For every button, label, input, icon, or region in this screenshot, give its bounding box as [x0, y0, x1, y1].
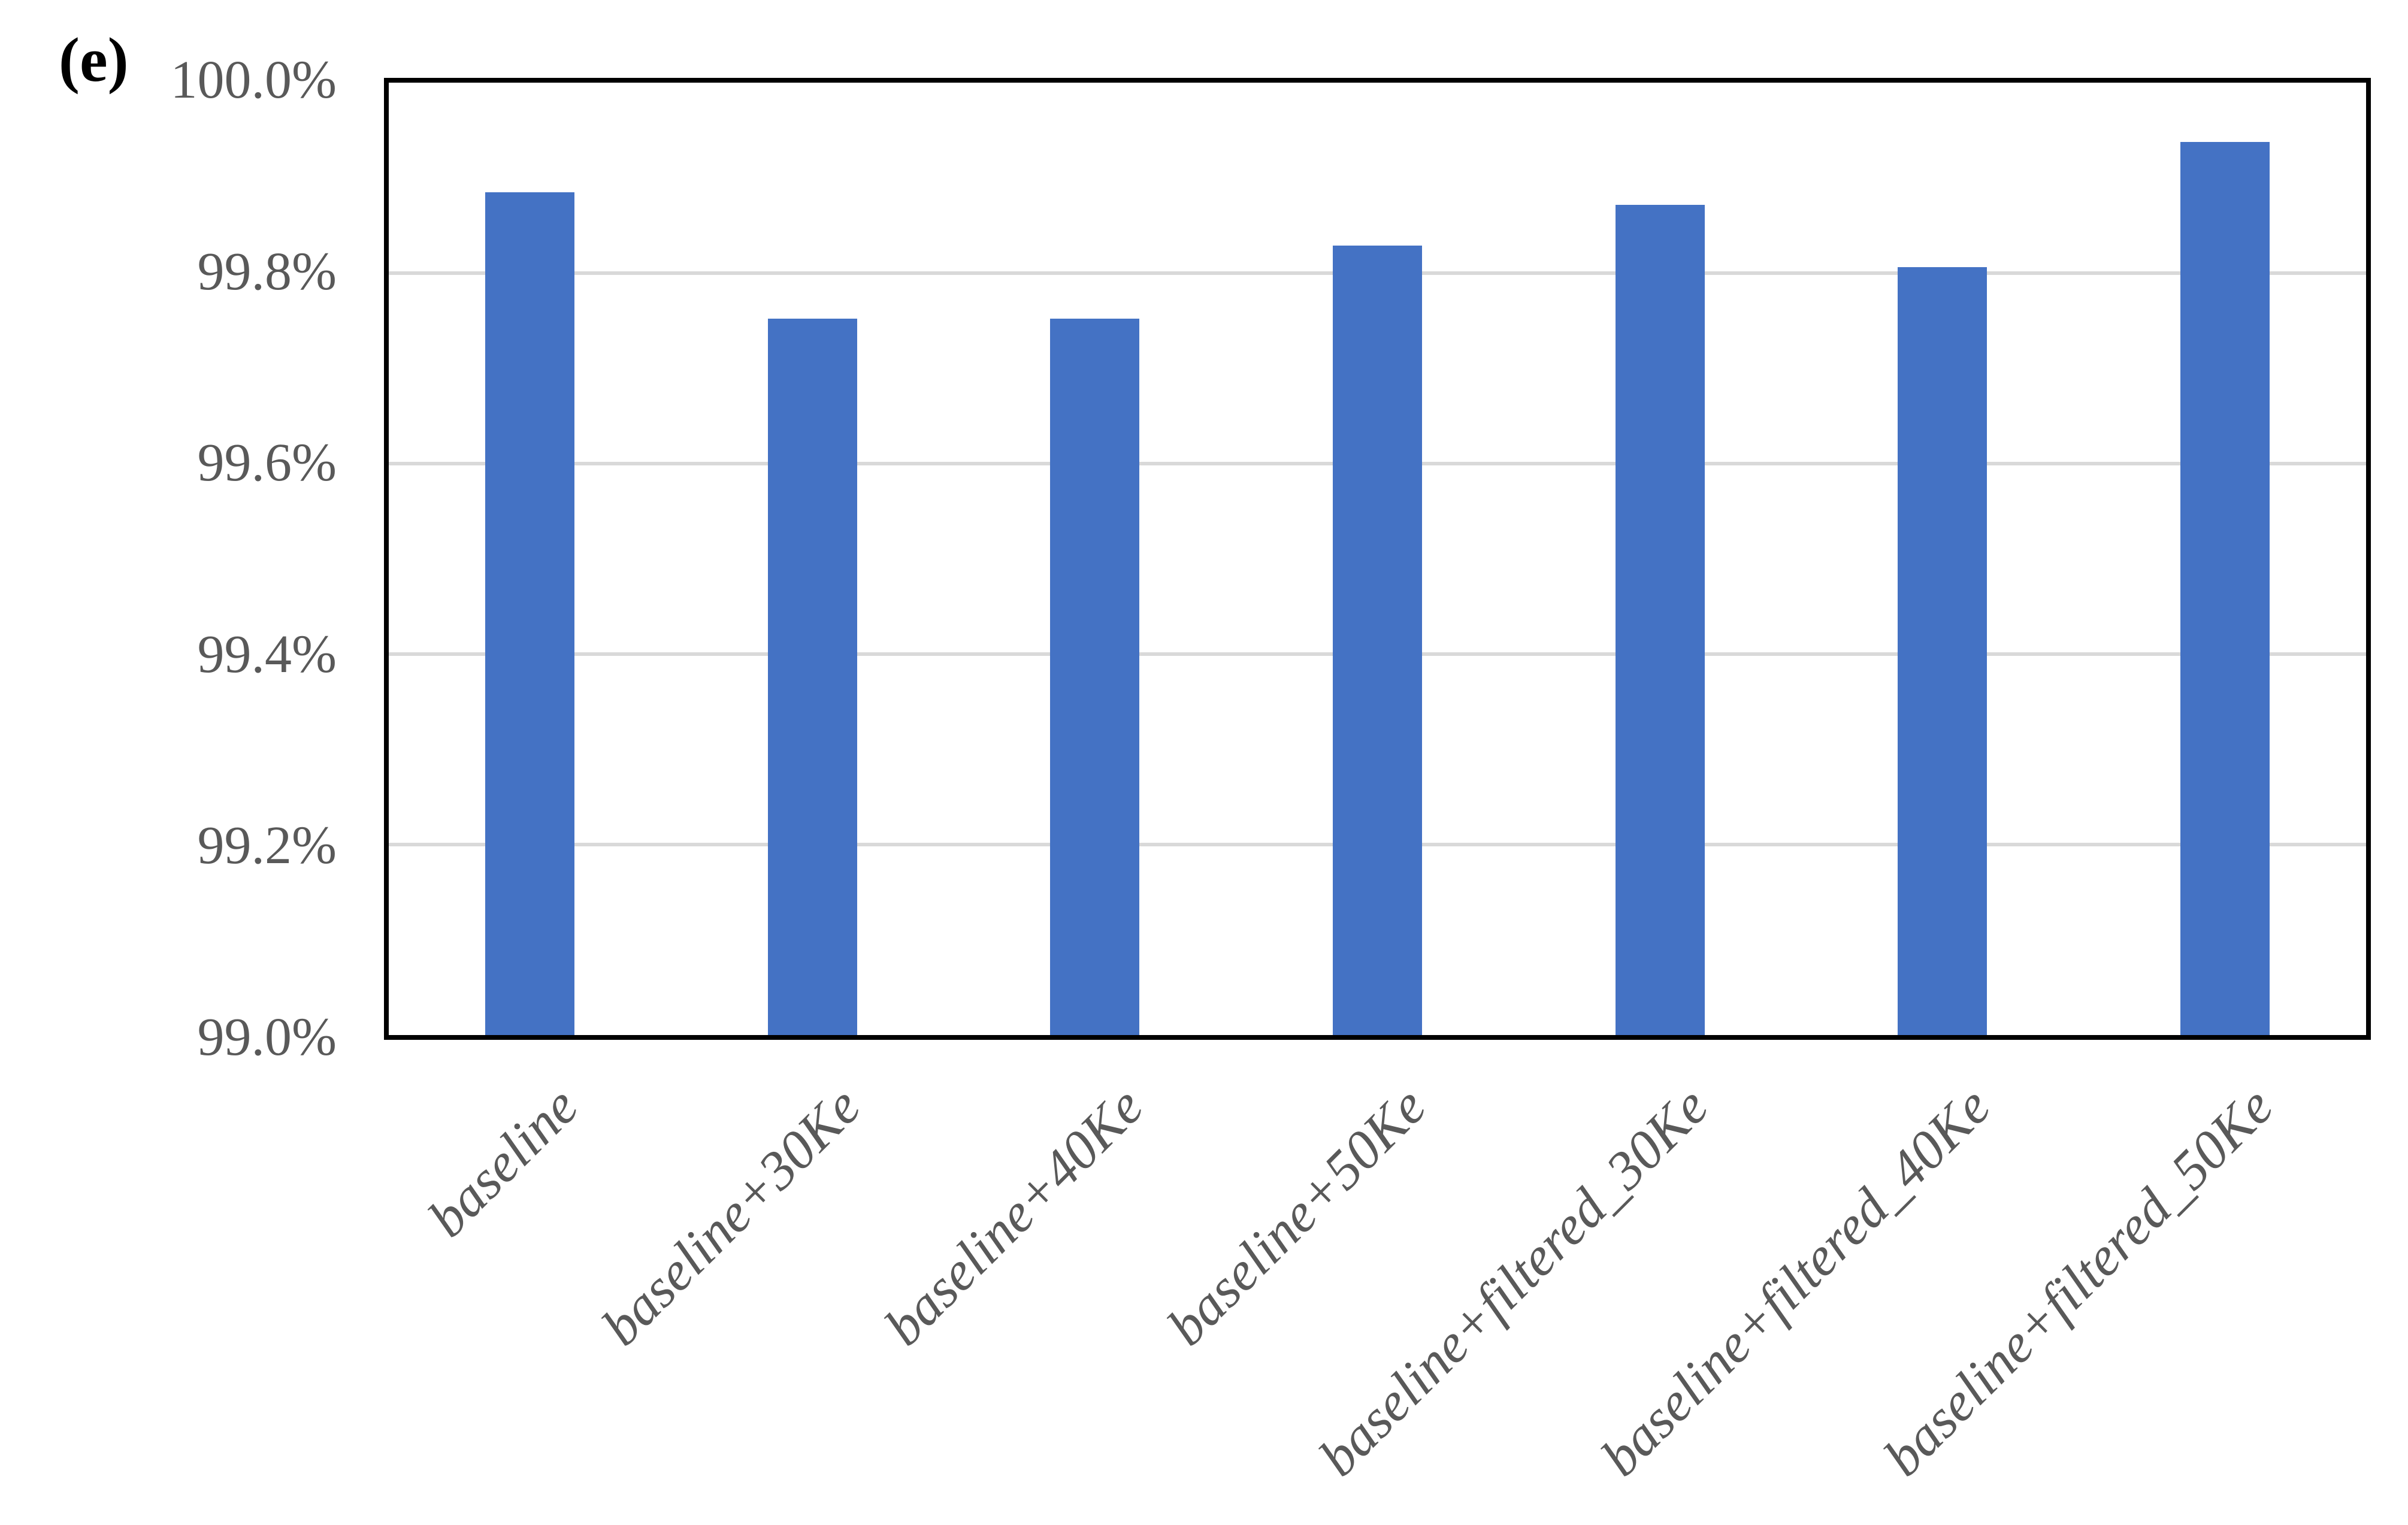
- y-axis-label: 100.0%: [170, 50, 337, 110]
- x-axis-label: baseline+40Ke: [873, 1075, 1155, 1357]
- bar-baseline+50Ke: [1333, 245, 1423, 1035]
- x-axis-label: baseline+50Ke: [1155, 1075, 1437, 1357]
- panel-label: (e): [59, 25, 129, 95]
- bar-baseline+filtered_50Ke: [2180, 141, 2270, 1035]
- bar-baseline+40Ke: [1050, 319, 1140, 1035]
- bar-slot: [1236, 83, 1519, 1035]
- bar-slot: [1801, 83, 2084, 1035]
- bar-slot: [671, 83, 954, 1035]
- x-axis-label: baseline: [416, 1075, 590, 1249]
- y-axis-label: 99.0%: [197, 1007, 337, 1067]
- bar-slot: [1518, 83, 1801, 1035]
- bar-baseline: [485, 192, 575, 1035]
- bar-slot: [954, 83, 1236, 1035]
- y-axis-label: 99.6%: [197, 433, 337, 493]
- bar-baseline+filtered_40Ke: [1898, 267, 1987, 1035]
- bar-baseline+filtered_30Ke: [1615, 204, 1705, 1035]
- plot-area: [384, 78, 2371, 1040]
- x-axis-label: baseline+30Ke: [590, 1075, 872, 1357]
- y-axis-label: 99.2%: [197, 816, 337, 876]
- y-axis-label: 99.8%: [197, 241, 337, 301]
- bar-slot: [389, 83, 671, 1035]
- bar-baseline+30Ke: [767, 319, 857, 1035]
- bar-series: [389, 83, 2366, 1035]
- bar-slot: [2083, 83, 2366, 1035]
- y-axis-label: 99.4%: [197, 624, 337, 684]
